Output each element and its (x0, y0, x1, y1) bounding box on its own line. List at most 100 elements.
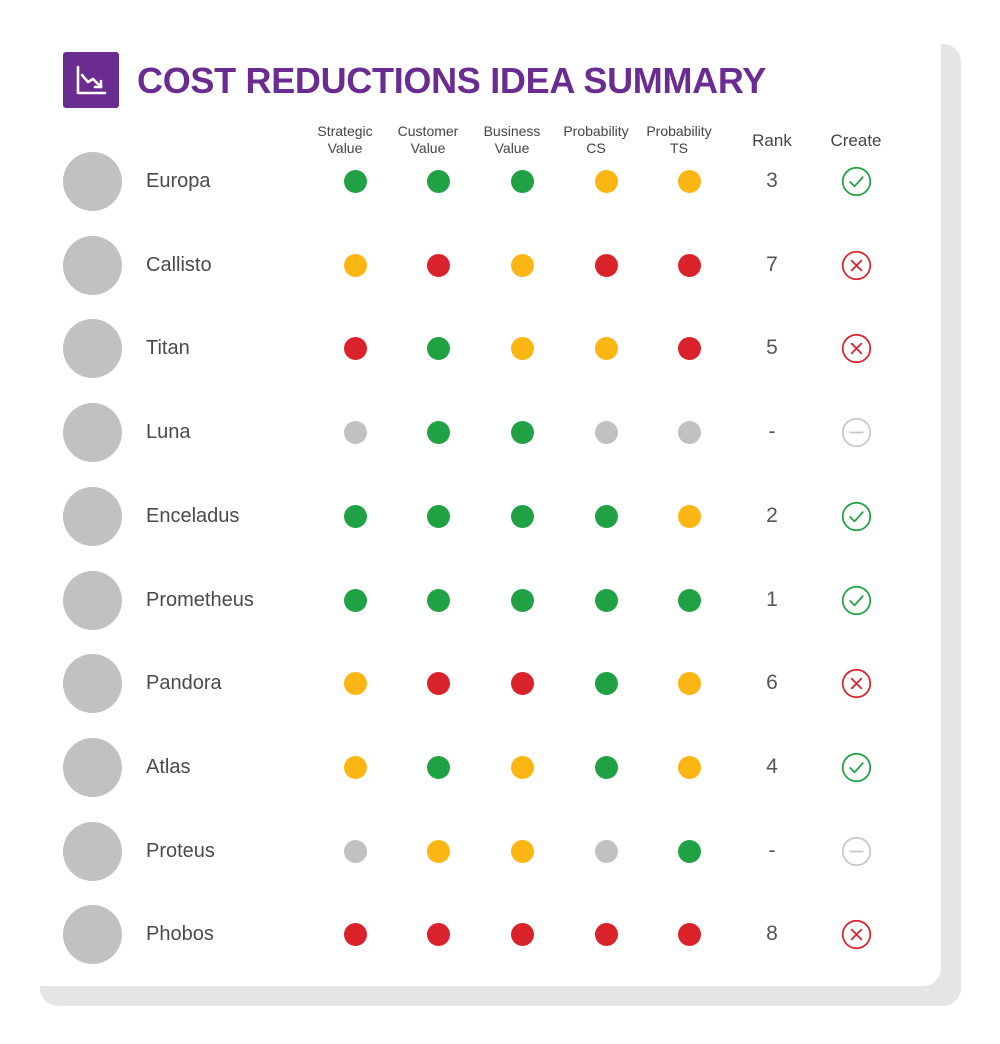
idea-name: Phobos (146, 923, 214, 946)
rating-dot-customer (426, 588, 450, 612)
rating-dot-customer (426, 755, 450, 779)
avatar (63, 570, 122, 630)
table-row: Pandora 6 (0, 643, 1000, 723)
rating-dot-business (510, 253, 534, 277)
table-row: Titan 5 (0, 308, 1000, 388)
idea-name: Atlas (146, 755, 191, 778)
rating-dot-business (510, 755, 534, 779)
summary-card (21, 20, 941, 986)
table-row: Europa 3 (0, 141, 1000, 221)
rating-dot-prob-ts (677, 672, 701, 696)
avatar (63, 403, 122, 463)
rank-value: 8 (766, 922, 778, 946)
table-row: Luna - (0, 392, 1000, 472)
rank-value: 5 (766, 336, 778, 360)
rank-value: - (768, 420, 776, 444)
column-header-rank: Rank (752, 130, 792, 150)
rating-dot-strategic (343, 672, 367, 696)
avatar (63, 905, 122, 965)
column-header-strategic: Strategic Value (317, 123, 373, 156)
idea-name: Prometheus (146, 588, 254, 611)
rating-dot-strategic (343, 504, 367, 528)
rank-value: 7 (766, 252, 778, 276)
column-header-prob-ts: Probability TS (646, 123, 712, 156)
idea-name: Enceladus (146, 504, 240, 527)
rating-dot-prob-ts (677, 337, 701, 361)
rating-dot-prob-cs (594, 504, 618, 528)
rating-dot-business (510, 337, 534, 361)
column-header-create: Create (830, 130, 882, 150)
rating-dot-customer (426, 923, 450, 947)
x-circle-icon[interactable] (841, 919, 872, 950)
rating-dot-prob-ts (677, 504, 701, 528)
rating-dot-prob-cs (594, 923, 618, 947)
idea-name: Callisto (146, 253, 212, 276)
table-row: Prometheus 1 (0, 560, 1000, 640)
rating-dot-prob-ts (677, 421, 701, 445)
rating-dot-prob-cs (594, 839, 618, 863)
rating-dot-business (510, 421, 534, 445)
idea-name: Pandora (146, 672, 222, 695)
rating-dot-prob-ts (677, 170, 701, 193)
rating-dot-prob-ts (677, 839, 701, 863)
rating-dot-prob-cs (594, 337, 618, 361)
rating-dot-customer (426, 672, 450, 696)
rating-dot-strategic (343, 923, 367, 947)
avatar (63, 235, 122, 295)
table-row: Atlas 4 (0, 727, 1000, 807)
check-circle-icon[interactable] (841, 752, 872, 783)
rank-value: 3 (766, 169, 778, 192)
rating-dot-business (510, 923, 534, 947)
check-circle-icon[interactable] (841, 166, 872, 197)
rating-dot-business (510, 839, 534, 863)
page-title: COST REDUCTIONS IDEA SUMMARY (137, 60, 766, 101)
rating-dot-prob-cs (594, 170, 618, 193)
rating-dot-strategic (343, 170, 367, 193)
minus-circle-icon[interactable] (841, 836, 872, 867)
avatar (63, 486, 122, 546)
rating-dot-prob-ts (677, 253, 701, 277)
rating-dot-strategic (343, 755, 367, 779)
rating-dot-prob-cs (594, 421, 618, 445)
table-row: Phobos 8 (0, 894, 1000, 974)
rating-dot-prob-ts (677, 923, 701, 947)
rank-value: 2 (766, 503, 778, 527)
table-row: Callisto 7 (0, 225, 1000, 305)
rating-dot-prob-cs (594, 755, 618, 779)
check-circle-icon[interactable] (841, 585, 872, 616)
rating-dot-strategic (343, 337, 367, 361)
column-header-business: Business Value (483, 123, 541, 156)
x-circle-icon[interactable] (841, 250, 872, 281)
idea-name: Titan (146, 337, 190, 360)
rating-dot-business (510, 170, 534, 193)
rating-dot-business (510, 504, 534, 528)
rating-dot-strategic (343, 588, 367, 612)
check-circle-icon[interactable] (841, 501, 872, 532)
idea-name: Europa (146, 170, 211, 192)
x-circle-icon[interactable] (841, 668, 872, 699)
rating-dot-customer (426, 504, 450, 528)
column-header-customer: Customer Value (397, 123, 459, 156)
rating-dot-prob-cs (594, 253, 618, 277)
trending-down-chart-icon (63, 52, 119, 108)
rating-dot-prob-cs (594, 588, 618, 612)
column-header-prob-cs: Probability CS (563, 123, 629, 156)
avatar (63, 737, 122, 797)
rating-dot-strategic (343, 839, 367, 863)
minus-circle-icon[interactable] (841, 417, 872, 448)
table-row: Enceladus 2 (0, 476, 1000, 556)
rank-value: 4 (766, 754, 778, 778)
x-circle-icon[interactable] (841, 333, 872, 364)
avatar (63, 152, 122, 211)
avatar (63, 821, 122, 881)
table-row: Proteus - (0, 811, 1000, 891)
idea-name: Proteus (146, 839, 215, 862)
rating-dot-strategic (343, 253, 367, 277)
rating-dot-prob-ts (677, 755, 701, 779)
avatar (63, 319, 122, 379)
rating-dot-prob-cs (594, 672, 618, 696)
rank-value: 1 (766, 587, 778, 611)
rank-value: 6 (766, 671, 778, 695)
idea-name: Luna (146, 421, 191, 444)
rating-dot-customer (426, 170, 450, 193)
